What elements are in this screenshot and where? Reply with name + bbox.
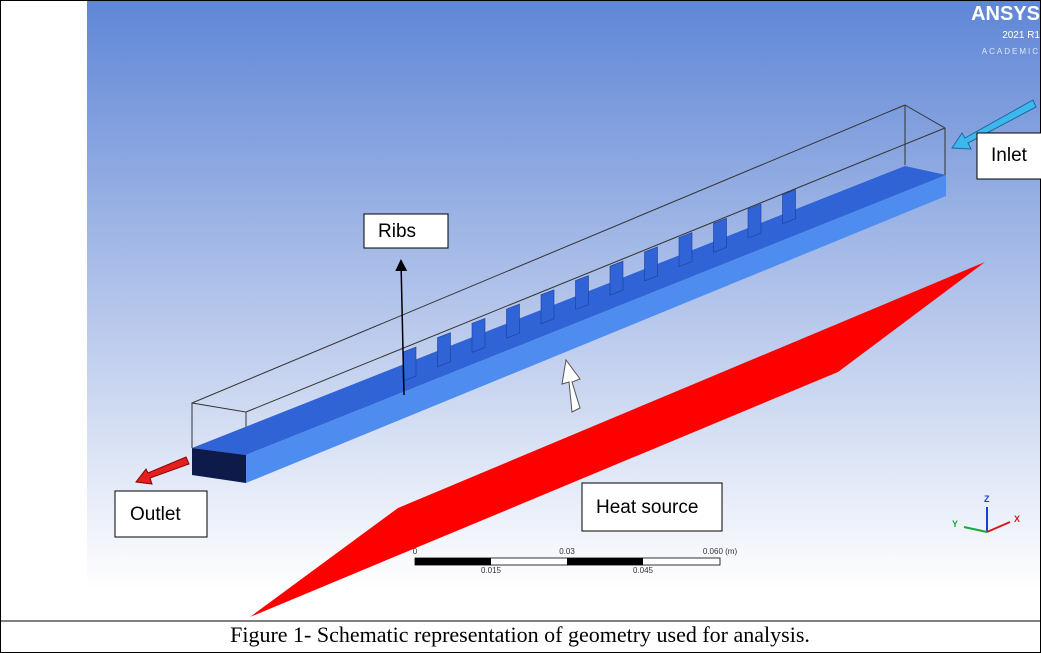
rib xyxy=(403,347,416,381)
logo-name: ANSYS xyxy=(971,3,1040,25)
logo-version: 2021 R1 xyxy=(1002,30,1040,41)
scale-label: 0.015 xyxy=(481,566,502,575)
label-heat-source: Heat source xyxy=(582,483,722,531)
rib xyxy=(438,333,451,367)
axis-x: X xyxy=(1014,514,1020,524)
scale-label: 0 xyxy=(413,547,418,556)
rib xyxy=(610,261,623,295)
label-text: Inlet xyxy=(991,145,1028,166)
label-ribs: Ribs xyxy=(364,214,448,248)
rib xyxy=(472,318,485,352)
scale-label: 0.045 xyxy=(633,566,654,575)
caption: Figure 1- Schematic representation of ge… xyxy=(230,622,810,647)
figure: ANSYS 2021 R1 ACADEMIC Ribs Inlet Outlet… xyxy=(0,0,1041,653)
rib xyxy=(645,247,658,281)
rib xyxy=(576,276,589,310)
axis-y: Y xyxy=(952,519,958,529)
rib xyxy=(541,290,554,324)
rib xyxy=(714,218,727,252)
label-inlet: Inlet xyxy=(977,133,1041,179)
label-outlet: Outlet xyxy=(115,491,207,537)
viewport xyxy=(87,1,1040,589)
rib xyxy=(679,233,692,267)
scale-label: 0.03 xyxy=(559,547,575,556)
label-text: Outlet xyxy=(130,504,181,525)
rib xyxy=(748,204,761,238)
label-text: Ribs xyxy=(378,221,416,242)
axis-z: Z xyxy=(984,494,990,504)
rib xyxy=(507,304,520,338)
label-text: Heat source xyxy=(596,497,698,518)
logo-edition: ACADEMIC xyxy=(982,47,1040,56)
rib xyxy=(783,190,796,224)
scale-label: 0.060 (m) xyxy=(703,547,738,556)
